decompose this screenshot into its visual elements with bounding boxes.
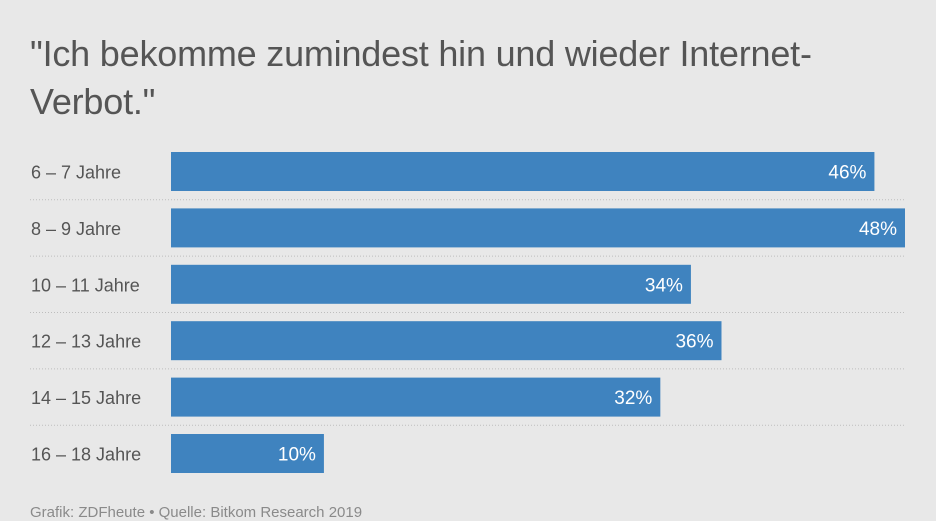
bar bbox=[171, 264, 691, 304]
bar bbox=[171, 434, 324, 473]
value-label: 34% bbox=[645, 275, 683, 296]
bar bbox=[171, 377, 661, 417]
bar bbox=[171, 152, 875, 191]
bar bbox=[171, 208, 905, 248]
value-label: 10% bbox=[278, 445, 316, 466]
bar bbox=[171, 321, 722, 361]
value-label: 46% bbox=[828, 163, 866, 184]
bar-chart: 6 – 7 Jahre 46% 8 – 9 Jahre 48% 10 – 11 Jahr… bbox=[30, 152, 905, 473]
value-label: 36% bbox=[675, 332, 713, 353]
bar-row: 6 – 7 Jahre 46% bbox=[30, 152, 905, 201]
category-label: 10 – 11 Jahre bbox=[31, 275, 140, 295]
bar-row: 16 – 18 Jahre 10% bbox=[31, 434, 324, 473]
chart-title: "Ich bekomme zumindest hin und wieder In… bbox=[30, 33, 812, 122]
bar-row: 14 – 15 Jahre 32% bbox=[30, 377, 905, 426]
category-label: 8 – 9 Jahre bbox=[31, 219, 121, 239]
value-label: 32% bbox=[614, 388, 652, 409]
category-label: 6 – 7 Jahre bbox=[31, 163, 121, 183]
bar-row: 10 – 11 Jahre 34% bbox=[30, 264, 905, 313]
source-footer: Grafik: ZDFheute • Quelle: Bitkom Resear… bbox=[30, 504, 363, 521]
category-label: 12 – 13 Jahre bbox=[31, 332, 141, 352]
bar-row: 8 – 9 Jahre 48% bbox=[30, 208, 905, 257]
category-label: 14 – 15 Jahre bbox=[31, 388, 141, 408]
category-label: 16 – 18 Jahre bbox=[31, 445, 141, 465]
value-label: 48% bbox=[859, 219, 897, 240]
bar-row: 12 – 13 Jahre 36% bbox=[30, 321, 905, 370]
